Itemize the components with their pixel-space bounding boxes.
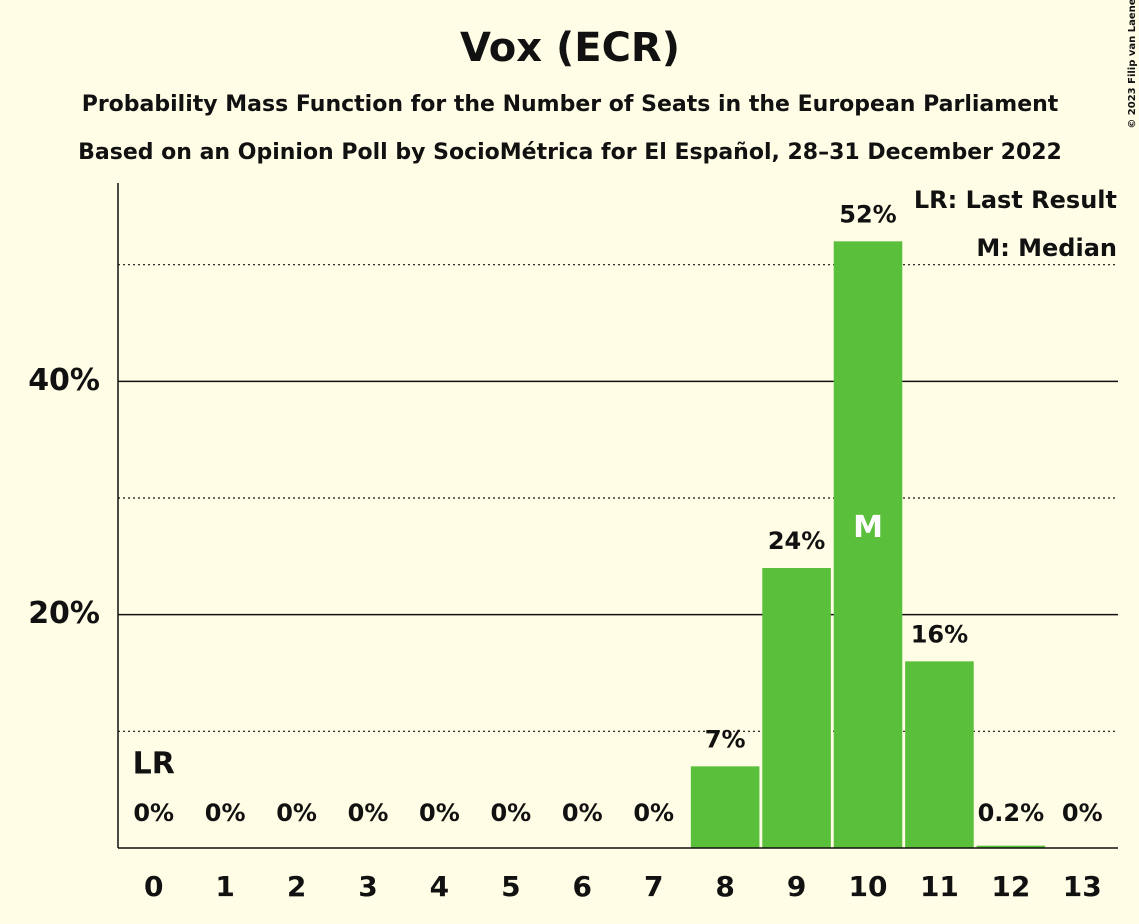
x-tick-label: 10 [849,870,888,903]
value-label: 7% [705,725,746,753]
x-tick-label: 4 [430,870,449,903]
median-marker: M [853,510,883,545]
bar [762,568,831,848]
value-label: 52% [839,200,896,228]
legend-entry: M: Median [976,234,1117,262]
x-tick-label: 8 [715,870,734,903]
value-label: 0% [348,799,389,827]
chart-subtitle: Based on an Opinion Poll by SocioMétrica… [78,140,1062,165]
value-label: 0% [633,799,674,827]
chart-subtitle: Probability Mass Function for the Number… [82,92,1059,117]
legend-entry: LR: Last Result [914,186,1117,214]
value-label: 0% [205,799,246,827]
copyright: © 2023 Filip van Laenen [1127,0,1138,129]
value-label: 0% [419,799,460,827]
value-label: 0% [276,799,317,827]
x-tick-label: 7 [644,870,663,903]
x-tick-label: 13 [1063,870,1102,903]
last-result-marker: LR [133,747,175,782]
chart-title: Vox (ECR) [460,25,680,71]
value-label: 0.2% [978,799,1045,827]
value-label: 0% [490,799,531,827]
y-tick-label: 20% [28,596,100,631]
x-tick-label: 11 [920,870,959,903]
x-tick-label: 9 [787,870,806,903]
x-tick-label: 3 [358,870,377,903]
value-label: 0% [1062,799,1103,827]
value-label: 16% [911,620,968,648]
x-tick-label: 1 [215,870,234,903]
value-label: 0% [562,799,603,827]
x-tick-label: 6 [573,870,592,903]
bar [976,845,1046,848]
value-label: 0% [133,799,174,827]
x-tick-label: 5 [501,870,520,903]
bar [690,766,760,848]
x-tick-label: 2 [287,870,306,903]
value-label: 24% [768,527,825,555]
x-tick-label: 0 [144,870,163,903]
bar [905,661,974,848]
y-tick-label: 40% [28,363,100,398]
bar [833,241,903,849]
x-tick-label: 12 [991,870,1030,903]
